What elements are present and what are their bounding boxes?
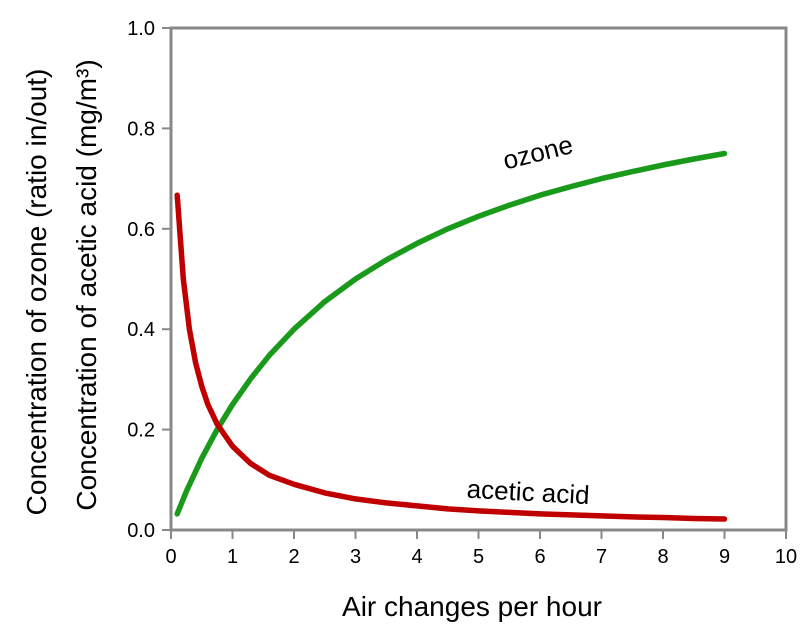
x-tick-label: 9 (719, 546, 730, 568)
y-axis-title-ozone: Concentration of ozone (ratio in/out) (21, 69, 52, 516)
y-tick-label: 1.0 (127, 18, 155, 40)
x-tick-label: 8 (657, 546, 668, 568)
y-axis-title-acetic-acid: Concentration of acetic acid (mg/m³) (71, 59, 102, 510)
annotation-acetic-acid: acetic acid (466, 474, 590, 510)
x-tick-label: 10 (775, 546, 797, 568)
x-tick-label: 5 (473, 546, 484, 568)
y-tick-label: 0.4 (127, 319, 155, 341)
x-tick-label: 3 (350, 546, 361, 568)
x-tick-label: 2 (288, 546, 299, 568)
y-tick-label: 0.8 (127, 118, 155, 140)
axis-ticks: 0 1 2 3 4 5 6 7 8 9 10 0.0 0.2 0.4 0.6 0.8 1.0 (127, 18, 797, 568)
series-lines (174, 150, 728, 522)
plot-frame (169, 26, 788, 532)
annotation-ozone: ozone (500, 129, 576, 175)
x-tick-label: 4 (411, 546, 422, 568)
y-tick-label: 0.6 (127, 219, 155, 241)
y-tick-label: 0.0 (127, 520, 155, 542)
series-line-ozone (174, 150, 728, 517)
series-annotations: ozone acetic acid (466, 129, 590, 510)
x-tick-label: 0 (165, 546, 176, 568)
x-tick-label: 6 (534, 546, 545, 568)
x-axis-title: Air changes per hour (342, 591, 602, 622)
y-tick-label: 0.2 (127, 420, 155, 442)
series-line-acetic-acid (174, 192, 728, 522)
x-tick-label: 1 (227, 546, 238, 568)
x-tick-label: 7 (596, 546, 607, 568)
